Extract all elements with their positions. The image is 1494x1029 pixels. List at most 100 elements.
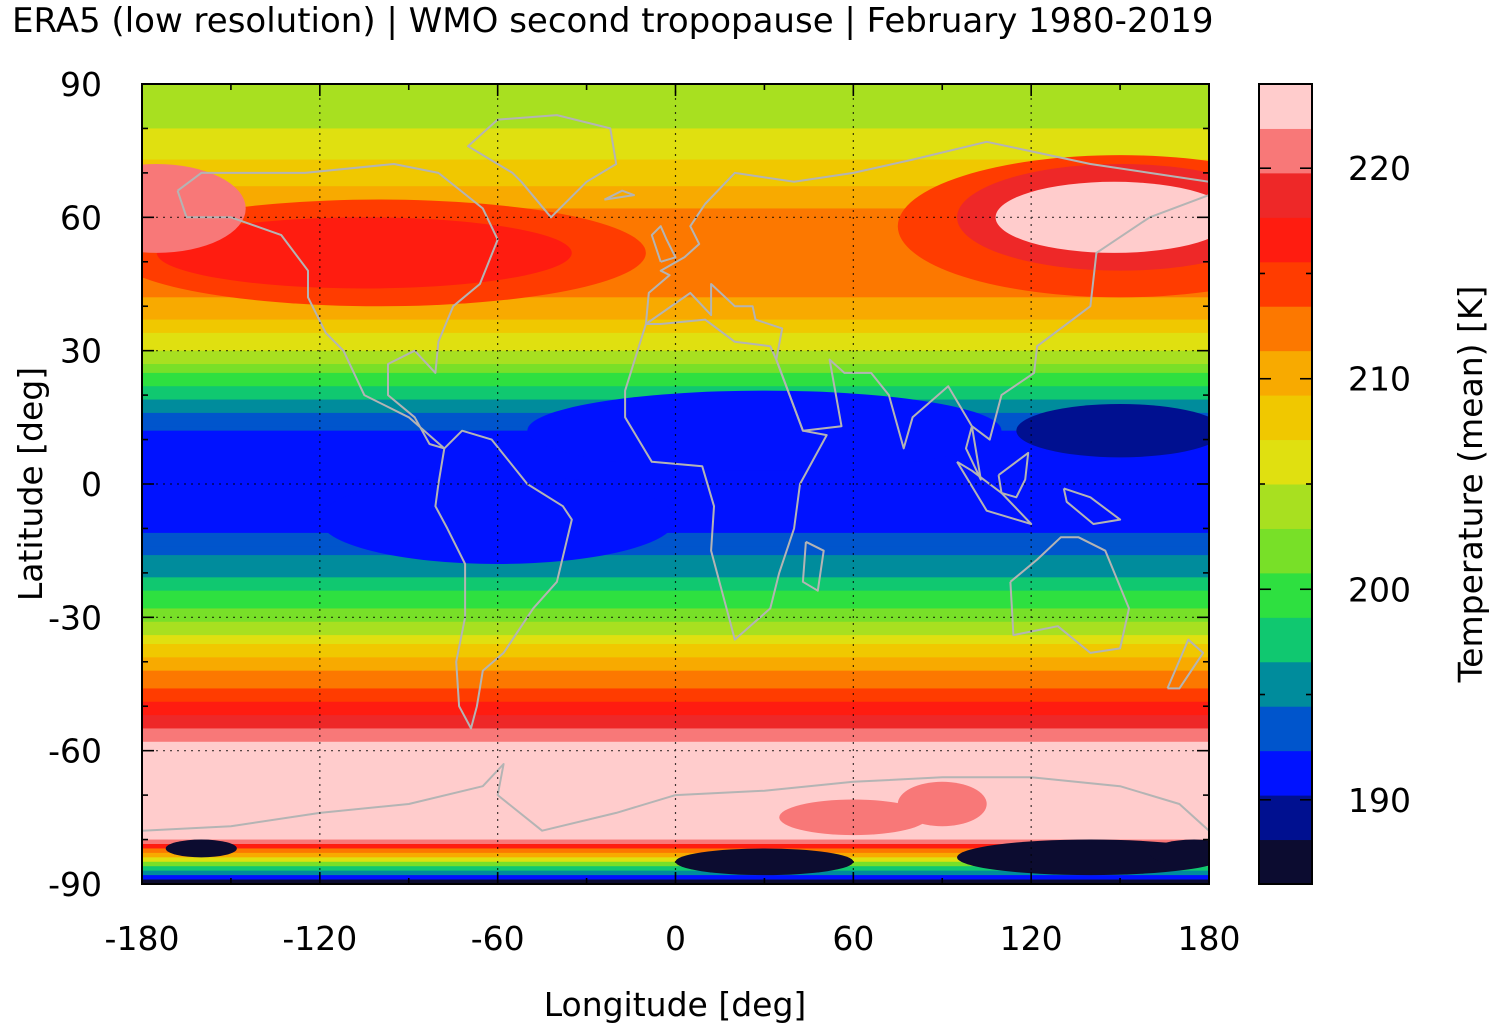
temperature-band [142,466,1209,472]
temperature-band [142,235,1209,241]
cold-tropical-west-pacific [1016,404,1209,458]
temperature-band [142,279,1209,285]
temperature-band [142,141,1209,147]
chart-title: ERA5 (low resolution) | WMO second tropo… [12,1,1213,41]
colorbar-segment [1259,484,1312,529]
temperature-band [142,297,1209,303]
temperature-band [142,630,1209,636]
temperature-band [142,581,1209,587]
temperature-band [142,261,1209,267]
colorbar-segment [1259,661,1312,707]
temperature-band [142,777,1209,783]
axis-ticks [141,83,1210,885]
temperature-band [142,555,1209,561]
y-axis-label: Latitude [deg] [11,367,50,601]
temperature-band [142,821,1209,827]
colorbar-segment [1259,795,1312,841]
x-tick-label: -120 [282,919,357,958]
temperature-band [142,826,1209,832]
x-tick-label: 0 [665,919,686,958]
temperature-band [142,204,1209,210]
temperature-band [142,692,1209,698]
y-tick-label: 0 [81,465,102,504]
temperature-band [142,519,1209,525]
coastline [467,114,618,219]
temperature-band [142,848,1209,854]
colorbar-segment [1259,617,1312,663]
temperature-band [142,346,1209,352]
cold-minimum-antarctica [165,839,237,858]
temperature-band [142,799,1209,805]
temperature-band [142,639,1209,645]
coastline [624,318,828,641]
x-axis-label: Longitude [deg] [544,985,807,1024]
temperature-band [142,479,1209,485]
temperature-band [142,528,1209,534]
temperature-band [142,492,1209,498]
temperature-band [142,568,1209,574]
temperature-band [142,186,1209,192]
x-tick-label: 60 [832,919,874,958]
temperature-band [142,541,1209,547]
temperature-band [142,119,1209,125]
temperature-band [142,275,1209,281]
temperature-band [142,181,1209,187]
temperature-band [142,688,1209,694]
y-tick-label: 30 [60,332,102,371]
temperature-band [142,372,1209,378]
temperature-band [142,612,1209,618]
grid-lines [142,84,1209,884]
coastline [142,763,1209,832]
colorbar-segment [1259,128,1312,174]
temperature-band [142,515,1209,521]
x-tick-labels: -180 -120 -60 0 60 120 180 [105,919,1241,958]
temperature-band [142,546,1209,552]
cold-minimum-antarctica [1149,839,1209,867]
x-tick-label: 120 [1000,919,1063,958]
temperature-band [142,359,1209,365]
temperature-band [142,532,1209,538]
coastline [434,429,573,730]
x-tick-label: -180 [105,919,180,958]
colorbar [1259,84,1312,885]
colorbar-segment [1259,839,1312,885]
temperature-band [142,284,1209,290]
warm-patch-antarctica [897,781,987,827]
y-tick-label: -90 [48,865,102,904]
temperature-band [142,164,1209,170]
temperature-band [142,484,1209,490]
colorbar-segment [1259,750,1312,796]
colorbar-segment [1259,306,1312,352]
temperature-band [142,337,1209,343]
warm-maximum-dateline [142,164,246,253]
colorbar-segment [1259,261,1312,307]
coastline [956,460,1033,525]
temperature-band [142,644,1209,650]
coastlines [142,114,1209,832]
temperature-band [142,724,1209,730]
temperature-band [142,577,1209,583]
temperature-band [142,764,1209,770]
temperature-band [142,617,1209,623]
temperature-band [142,786,1209,792]
temperature-band [142,470,1209,476]
x-tick-label: 180 [1178,919,1241,958]
coastline [1062,487,1122,525]
temperature-band [142,266,1209,272]
y-tick-label: 60 [60,198,102,237]
temperature-band [142,115,1209,121]
colorbar-tick-labels: 220 210 200 190 [1348,149,1411,820]
coastline [650,225,677,263]
temperature-band [142,106,1209,112]
temperature-band [142,666,1209,672]
temperature-band [142,604,1209,610]
temperature-band [142,648,1209,654]
colorbar-segment [1259,528,1312,574]
temperature-band [142,324,1209,330]
temperature-band [142,812,1209,818]
y-tick-label: 90 [60,65,102,104]
coastline [603,189,635,201]
temperature-band [142,386,1209,392]
cold-minimum-antarctica [675,848,854,876]
